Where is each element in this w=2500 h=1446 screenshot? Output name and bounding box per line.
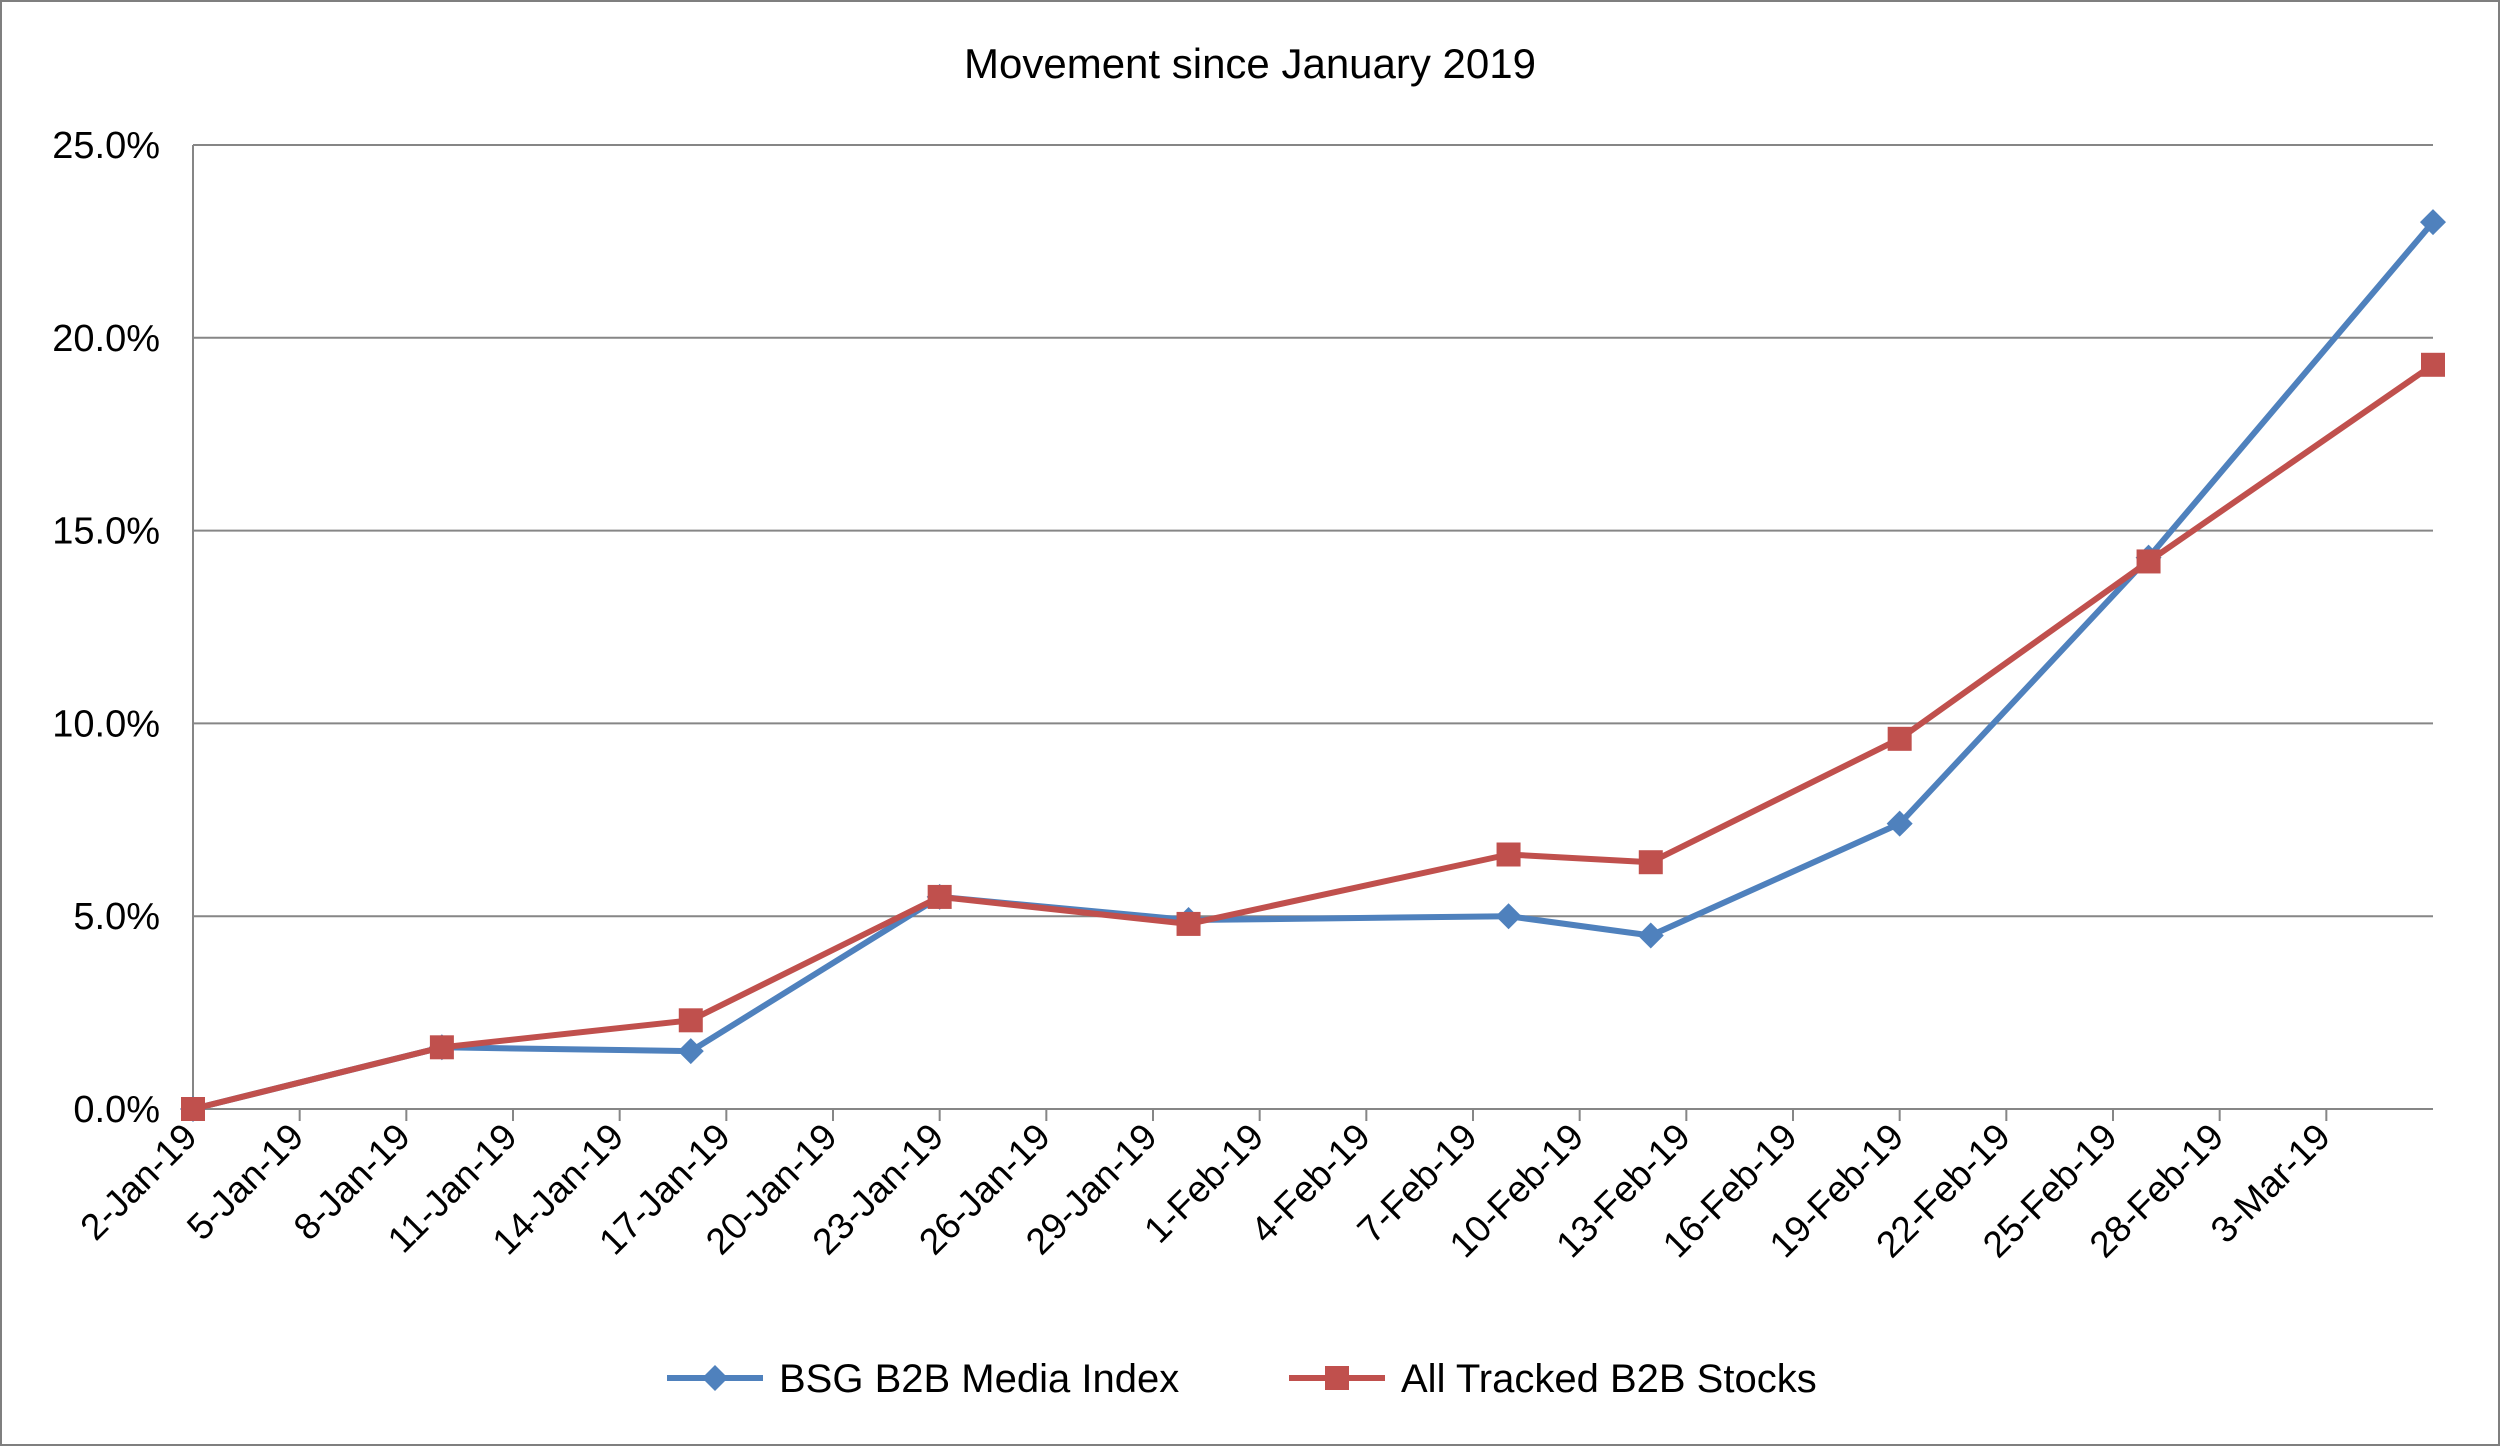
x-tick-label: 3-Mar-19: [2203, 1116, 2338, 1251]
x-tick-label: 5-Jan-19: [179, 1116, 311, 1248]
y-tick-label: 15.0%: [52, 511, 160, 553]
square-marker-icon: [1325, 1366, 1349, 1390]
y-tick-label: 0.0%: [73, 1089, 160, 1131]
data-point: [1495, 903, 1522, 930]
chart-title: Movement since January 2019: [964, 40, 1536, 87]
series-line: [192, 362, 2435, 1112]
legend-item-2: All Tracked B2B Stocks: [1289, 1357, 1817, 1401]
legend-item-1: BSG B2B Media Index: [667, 1357, 1179, 1401]
data-point: [678, 1008, 703, 1033]
gridlines: [193, 144, 2433, 918]
legend: BSG B2B Media Index All Tracked B2B Stock…: [667, 1357, 1817, 1401]
y-tick-label: 20.0%: [52, 318, 160, 360]
data-point: [677, 1038, 704, 1065]
data-point: [1637, 922, 1664, 949]
data-point: [1638, 850, 1663, 875]
series-1: [180, 209, 2446, 1122]
data-point: [1176, 911, 1201, 936]
data-point: [2421, 352, 2445, 377]
y-tick-label: 25.0%: [52, 125, 160, 167]
series-layer: [180, 209, 2446, 1122]
data-point: [1886, 810, 1913, 837]
y-tick-label: 10.0%: [52, 703, 160, 745]
data-point: [2136, 549, 2161, 574]
data-point: [1887, 726, 1912, 751]
y-axis-ticks: 0.0% 5.0% 10.0% 15.0% 20.0% 25.0%: [52, 125, 160, 1131]
x-tick-label: 2-Jan-19: [72, 1116, 204, 1248]
x-axis: 2-Jan-195-Jan-198-Jan-1911-Jan-1914-Jan-…: [72, 145, 2433, 1265]
series-line: [192, 220, 2436, 1112]
data-point: [927, 884, 952, 909]
legend-label: BSG B2B Media Index: [779, 1357, 1179, 1401]
data-point: [429, 1035, 454, 1060]
data-point: [2420, 209, 2446, 236]
y-tick-label: 5.0%: [73, 896, 160, 938]
legend-label: All Tracked B2B Stocks: [1401, 1357, 1817, 1401]
data-point: [181, 1097, 205, 1121]
diamond-marker-icon: [702, 1365, 728, 1391]
series-2: [181, 352, 2445, 1121]
data-point: [1496, 842, 1521, 867]
